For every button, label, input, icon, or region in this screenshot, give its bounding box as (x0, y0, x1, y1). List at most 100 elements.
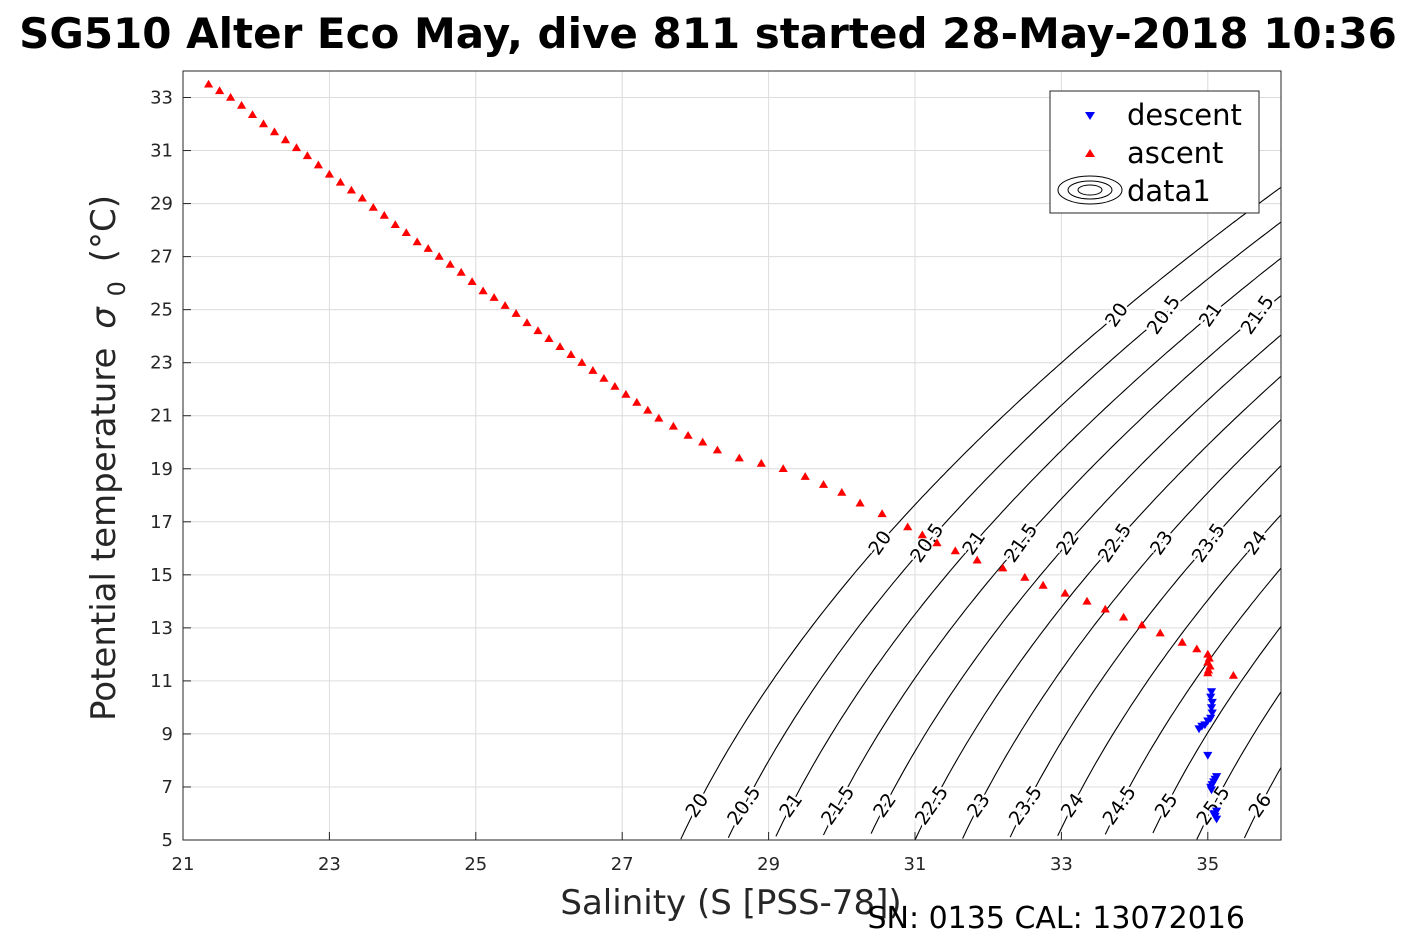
ascent-point (335, 177, 345, 186)
y-tick-label: 23 (150, 353, 173, 374)
ascent-point (269, 127, 280, 136)
ascent-point (1228, 671, 1238, 679)
ascent-point (258, 119, 269, 128)
contour-line (775, 257, 1282, 837)
contour-line (1152, 626, 1282, 834)
y-tick-labels: 5 7 9 11 13 15 17 19 21 23 25 27 29 31 33 (150, 88, 191, 851)
ascent-point (917, 530, 927, 539)
ascent-point (445, 260, 455, 268)
descent-point (1206, 704, 1217, 712)
ascent-point (1100, 604, 1110, 613)
ascent-point (734, 453, 744, 462)
ascent-point (478, 286, 488, 295)
y-axis-label-subscript: 0 (103, 281, 131, 296)
contour-line (1057, 514, 1282, 837)
ascent-series (204, 79, 1238, 679)
contour-line (1104, 567, 1282, 835)
contour-label: 26 (1244, 789, 1276, 821)
ascent-point (778, 464, 788, 472)
ascent-point (932, 538, 942, 547)
ascent-point (467, 277, 477, 285)
legend: descent ascent data1 (1049, 90, 1260, 214)
contour-line (870, 334, 1282, 834)
y-axis-label-unit: (°C) (84, 195, 124, 262)
contour-label: 21.5 (817, 782, 859, 829)
legend-ascent-marker (1085, 149, 1095, 157)
ascent-point (683, 431, 693, 439)
x-tick-label: 35 (1196, 854, 1219, 875)
ascent-point (1060, 588, 1070, 597)
y-tick-label: 19 (150, 459, 173, 480)
contour-line (1009, 465, 1282, 838)
contour-label: 20 (1101, 299, 1133, 331)
contour-label: 21 (1195, 299, 1227, 331)
ascent-point (237, 100, 247, 109)
y-tick-label: 11 (150, 671, 173, 692)
ascent-point (643, 405, 653, 414)
y-tick-label: 29 (150, 194, 173, 215)
ascent-point (668, 421, 678, 430)
ascent-point (204, 79, 214, 88)
legend-descent-label: descent (1127, 98, 1242, 132)
ascent-point (412, 237, 422, 246)
ascent-point (610, 382, 620, 390)
contour-label: 24.5 (1098, 782, 1140, 829)
ascent-point (577, 358, 587, 366)
contour-label: 21 (958, 527, 990, 559)
y-axis-label: Potential temperature σ 0 (°C) (84, 195, 134, 721)
ascent-point (950, 546, 960, 555)
ascent-point (800, 472, 810, 480)
contour-label: 20 (864, 527, 896, 559)
ascent-point (346, 185, 356, 194)
ascent-point (756, 458, 766, 467)
ascent-point (379, 210, 389, 219)
x-tick-label: 33 (1050, 854, 1073, 875)
ascent-point (533, 326, 543, 335)
contour-label: 22.5 (911, 782, 953, 829)
contour-line (823, 295, 1282, 836)
ascent-point (522, 318, 532, 327)
ascent-point (226, 92, 236, 101)
chart-title: SG510 Alter Eco May, dive 811 started 28… (19, 9, 1397, 58)
y-tick-label: 21 (150, 406, 173, 427)
y-tick-label: 15 (150, 565, 173, 586)
contour-labels: 20 20.5 21 21.5 22 22.5 23 23.5 24 24.5 25 25.5 2620… (679, 289, 1281, 832)
ascent-point (1137, 620, 1147, 629)
ascent-point (1155, 628, 1165, 637)
descent-point (1206, 714, 1216, 723)
ascent-point (434, 252, 444, 260)
legend-contour-icon (1057, 175, 1123, 205)
ascent-point (215, 86, 225, 95)
contour-line (680, 186, 1282, 840)
ascent-point (1177, 637, 1187, 646)
x-axis-label: Salinity (S [PSS-78]) (560, 883, 901, 923)
contour-line (962, 419, 1282, 839)
ascent-point (280, 135, 291, 144)
ascent-point (401, 228, 411, 236)
ascent-point (368, 203, 378, 211)
y-tick-label: 25 (150, 300, 173, 321)
x-tick-labels: 21 23 25 27 29 31 33 35 (172, 832, 1219, 875)
ascent-point (855, 498, 865, 507)
ascent-point (877, 509, 887, 518)
y-tick-label: 7 (162, 777, 173, 798)
ascent-point (390, 220, 400, 228)
ascent-point (1119, 612, 1129, 621)
ascent-point (423, 244, 433, 252)
x-tick-label: 29 (757, 854, 780, 875)
ascent-point (357, 193, 367, 202)
ascent-point (247, 110, 258, 118)
contour-label: 21.5 (1237, 291, 1279, 338)
ascent-point (566, 350, 576, 358)
y-tick-label: 27 (150, 247, 173, 268)
legend-ascent-label: ascent (1127, 136, 1223, 170)
ascent-point (621, 389, 631, 398)
ascent-point (544, 334, 554, 342)
ascent-point (500, 301, 510, 309)
ascent-point (837, 488, 847, 496)
y-tick-label: 17 (150, 512, 173, 533)
ascent-point (456, 267, 466, 276)
descent-point (1212, 807, 1222, 816)
contour-label: 20.5 (723, 782, 765, 829)
ascent-point (712, 445, 722, 454)
